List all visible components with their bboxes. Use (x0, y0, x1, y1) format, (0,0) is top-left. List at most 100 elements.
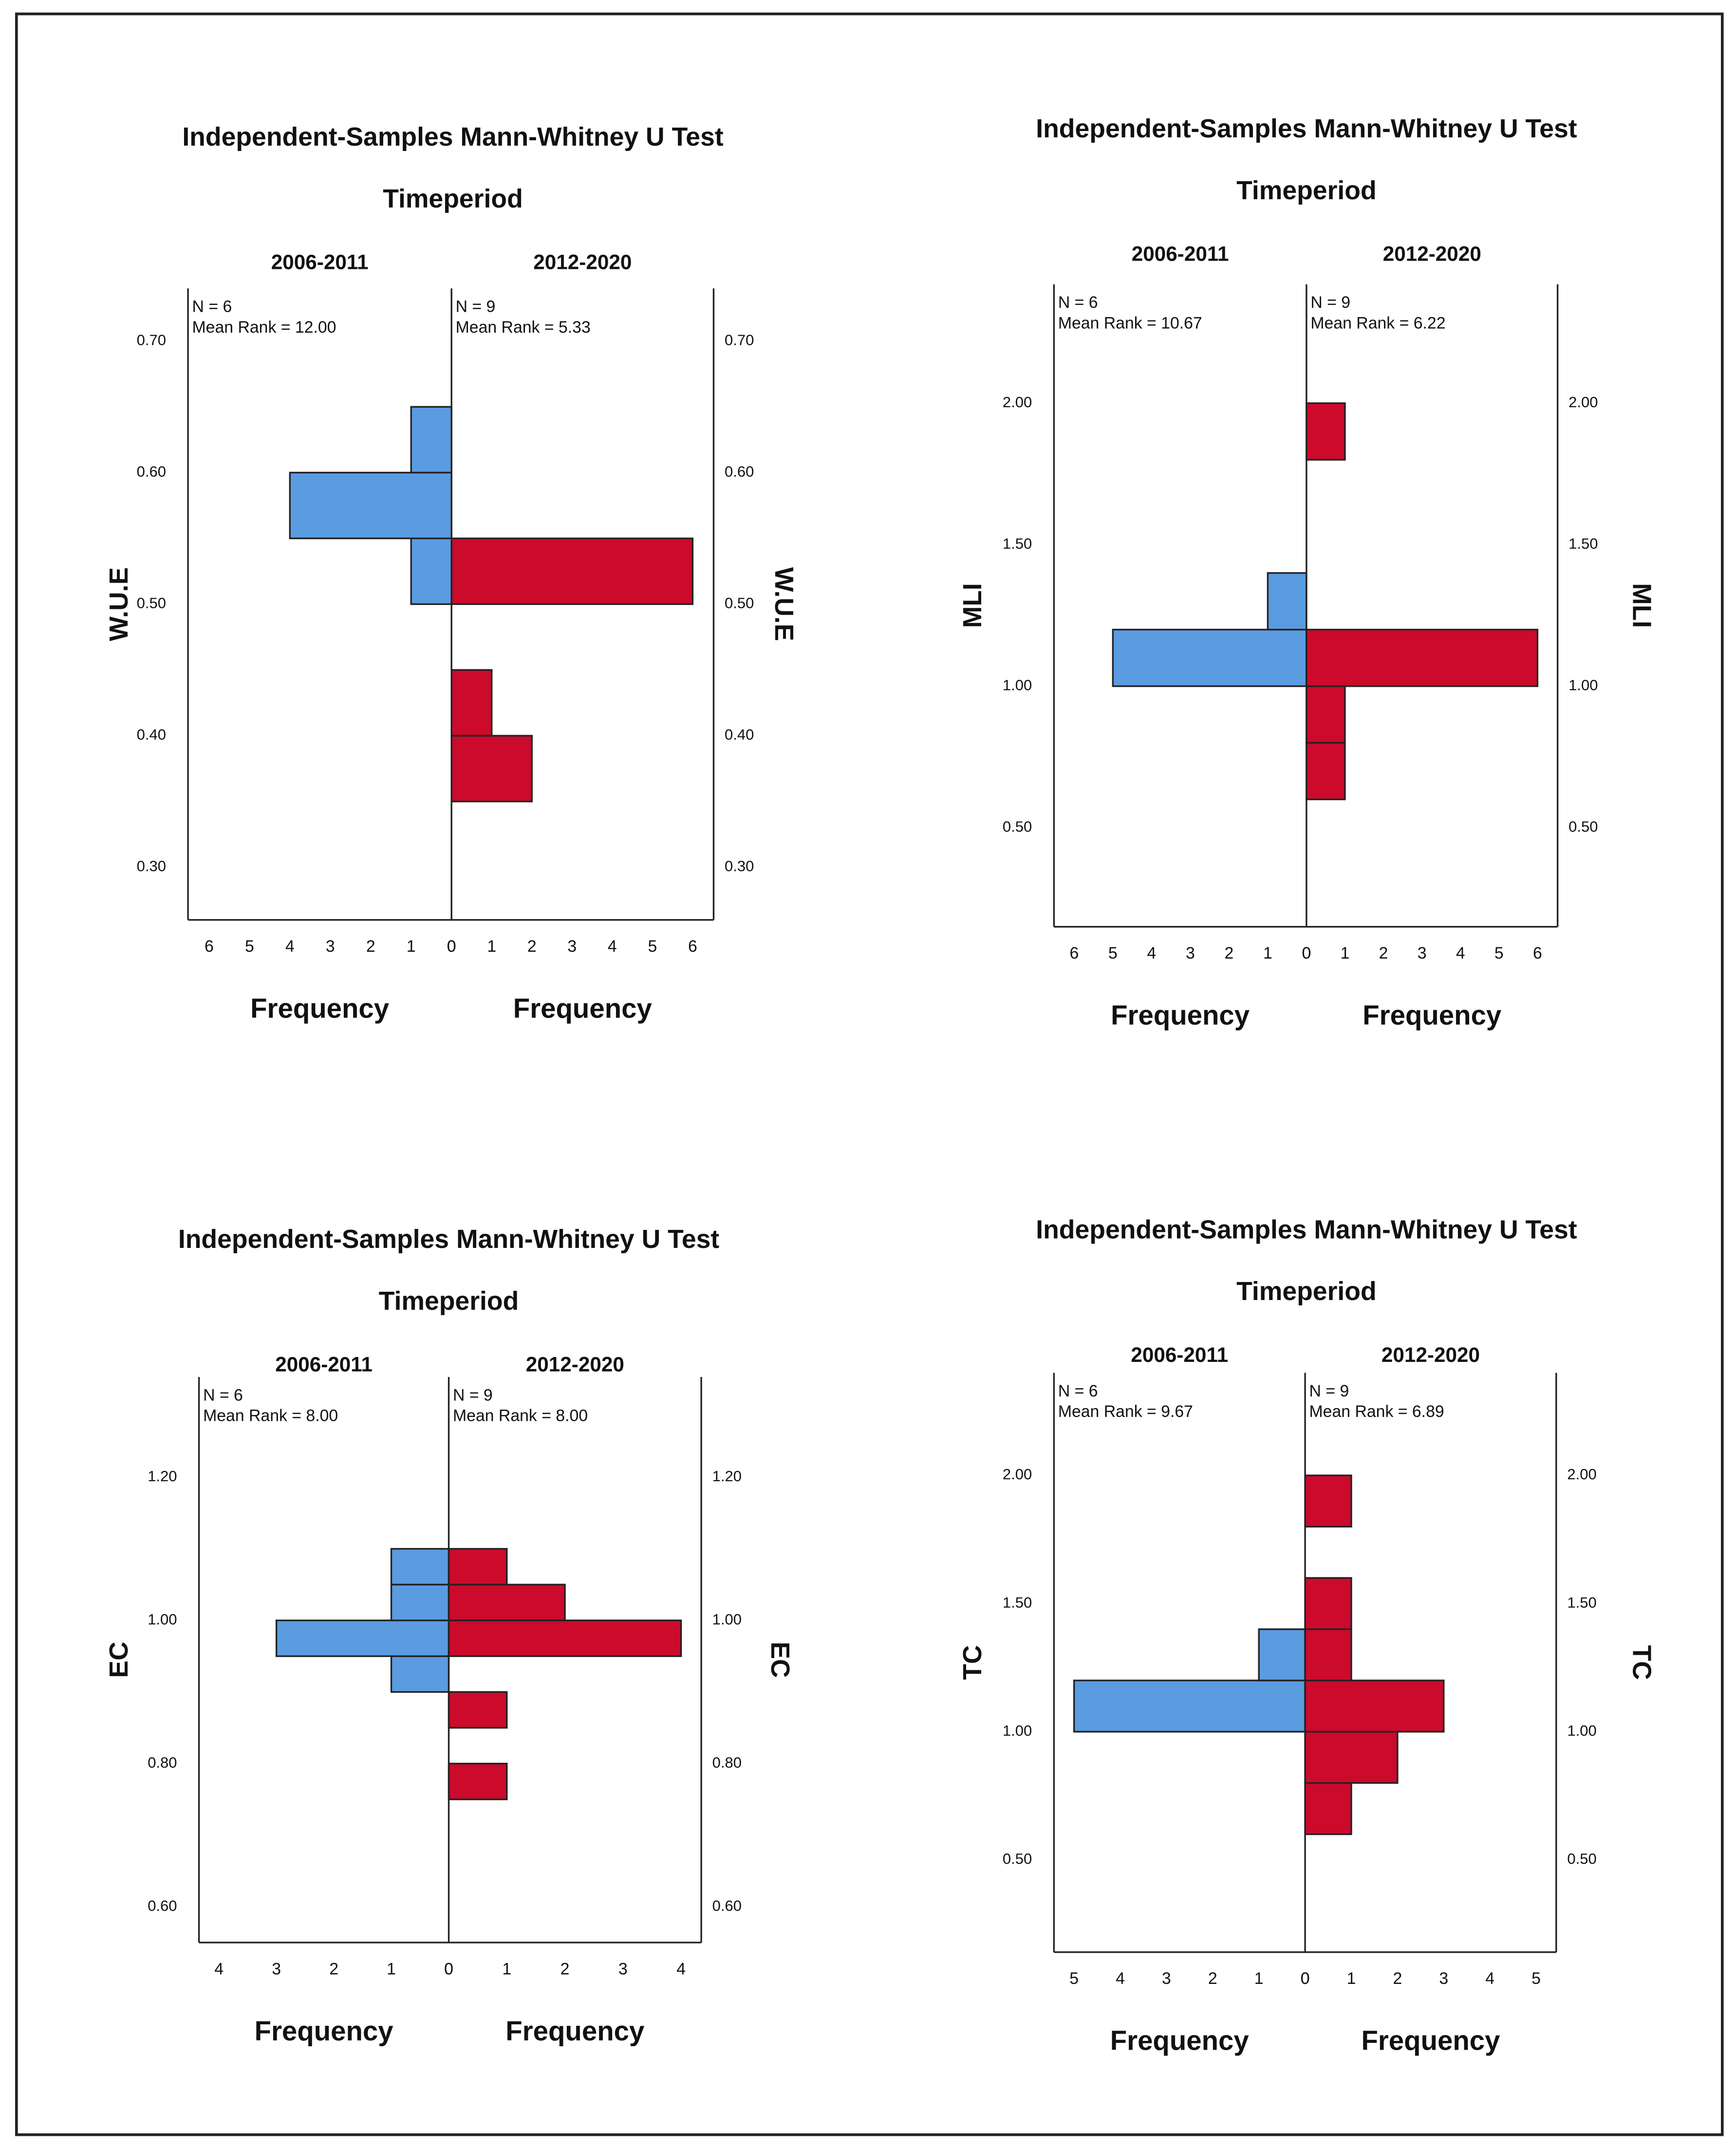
bar (1306, 628, 1539, 687)
x-tick-label: 1 (407, 937, 416, 956)
x-tick-label: 4 (1116, 1969, 1125, 1988)
annotation: Mean Rank = 12.00 (192, 318, 336, 337)
y-tick-label: 0.60 (137, 463, 166, 480)
y-tick-label: 1.00 (1567, 1722, 1596, 1739)
x-axis-label: Frequency (1361, 2025, 1500, 2056)
annotation: Mean Rank = 8.00 (453, 1407, 588, 1425)
y-tick-label: 2.00 (1567, 1466, 1596, 1483)
group-label: 2006-2011 (275, 1353, 373, 1376)
y-axis-label: EC (765, 1641, 794, 1678)
y-tick-label: 2.00 (1003, 1466, 1032, 1483)
bar (448, 1584, 566, 1622)
annotation: Mean Rank = 9.67 (1058, 1402, 1193, 1421)
y-tick-label: 0.60 (148, 1897, 177, 1914)
bar (390, 1548, 450, 1585)
x-tick-label: 6 (1069, 944, 1079, 962)
bar (450, 537, 694, 605)
group-label: 2006-2011 (271, 251, 369, 274)
x-tick-label: 0 (1301, 1969, 1310, 1988)
annotation: Mean Rank = 5.33 (456, 318, 591, 337)
annotation: N = 6 (1058, 1382, 1098, 1400)
bar (1258, 1628, 1306, 1681)
y-tick-label: 0.80 (148, 1754, 177, 1771)
group-label: 2006-2011 (1131, 1343, 1228, 1366)
y-tick-label: 1.00 (712, 1611, 742, 1628)
frame (15, 12, 1724, 2136)
annotation: Mean Rank = 8.00 (203, 1407, 338, 1425)
x-axis-label: Frequency (1363, 1000, 1502, 1031)
x-tick-label: 5 (245, 937, 254, 956)
y-tick-label: 0.80 (712, 1754, 742, 1771)
x-tick-label: 3 (1186, 944, 1195, 962)
group-label: 2012-2020 (1383, 243, 1481, 265)
y-tick-label: 0.50 (1568, 818, 1598, 835)
y-tick-label: 0.50 (725, 595, 754, 612)
bar (1304, 1474, 1352, 1528)
annotation: Mean Rank = 6.89 (1309, 1402, 1444, 1421)
group-label: 2012-2020 (526, 1353, 624, 1376)
bar (1073, 1679, 1306, 1733)
y-tick-label: 2.00 (1568, 394, 1598, 411)
x-tick-label: 4 (1456, 944, 1465, 962)
y-axis-label: MLI (1627, 583, 1656, 628)
bar (448, 1620, 682, 1657)
annotation: N = 9 (1310, 293, 1350, 312)
y-axis-label: TC (1627, 1645, 1656, 1680)
y-tick-label: 1.00 (1003, 1722, 1032, 1739)
y-tick-label: 0.30 (137, 858, 166, 875)
x-tick-label: 0 (1302, 944, 1311, 962)
x-axis-label: Frequency (255, 2016, 394, 2046)
x-tick-label: 2 (1208, 1969, 1217, 1988)
x-tick-label: 5 (648, 937, 657, 956)
y-tick-label: 2.00 (1003, 394, 1032, 411)
bar (448, 1691, 508, 1729)
x-tick-label: 2 (527, 937, 537, 956)
annotation: N = 9 (456, 298, 496, 316)
y-axis-label: TC (958, 1645, 987, 1680)
bar (390, 1655, 450, 1693)
bar (450, 735, 533, 803)
x-tick-label: 0 (1301, 1969, 1310, 1988)
chart-subtitle: Timeperiod (1236, 176, 1377, 205)
bar (1304, 1782, 1352, 1835)
annotation: Mean Rank = 10.67 (1058, 314, 1202, 332)
x-tick-label: 3 (1162, 1969, 1171, 1988)
bar (390, 1584, 450, 1622)
y-tick-label: 0.40 (725, 726, 754, 743)
bar (275, 1620, 450, 1657)
y-tick-label: 0.70 (725, 331, 754, 348)
y-axis-label: W.U.E (105, 567, 133, 641)
chart-subtitle: Timeperiod (383, 185, 523, 213)
annotation: N = 6 (203, 1386, 243, 1404)
y-tick-label: 0.70 (137, 331, 166, 348)
chart-title: Independent-Samples Mann-Whitney U Test (1036, 1215, 1577, 1244)
x-tick-label: 4 (676, 1960, 686, 1978)
bar (1306, 742, 1346, 800)
x-tick-label: 1 (387, 1960, 396, 1978)
annotation: N = 6 (1058, 293, 1098, 312)
y-tick-label: 1.00 (148, 1611, 177, 1628)
bar (1306, 402, 1346, 461)
y-tick-label: 0.50 (1003, 818, 1032, 835)
y-tick-label: 0.30 (725, 858, 754, 875)
x-axis-label: Frequency (513, 993, 653, 1023)
y-tick-label: 1.00 (1568, 677, 1598, 694)
x-axis-label: Frequency (1111, 1000, 1250, 1031)
y-tick-label: 0.40 (137, 726, 166, 743)
y-tick-label: 0.50 (1567, 1850, 1596, 1867)
x-tick-label: 4 (1485, 1969, 1494, 1988)
bar (450, 669, 493, 737)
y-tick-label: 0.50 (137, 595, 166, 612)
x-tick-label: 5 (1108, 944, 1118, 962)
chart-title: Independent-Samples Mann-Whitney U Test (178, 1225, 720, 1254)
bar (410, 537, 452, 605)
x-tick-label: 2 (1393, 1969, 1402, 1988)
bar (448, 1762, 508, 1800)
x-axis-label: Frequency (250, 993, 390, 1023)
x-tick-label: 2 (1224, 944, 1233, 962)
x-tick-label: 5 (1494, 944, 1504, 962)
x-tick-label: 1 (1347, 1969, 1356, 1988)
x-tick-label: 6 (688, 937, 697, 956)
